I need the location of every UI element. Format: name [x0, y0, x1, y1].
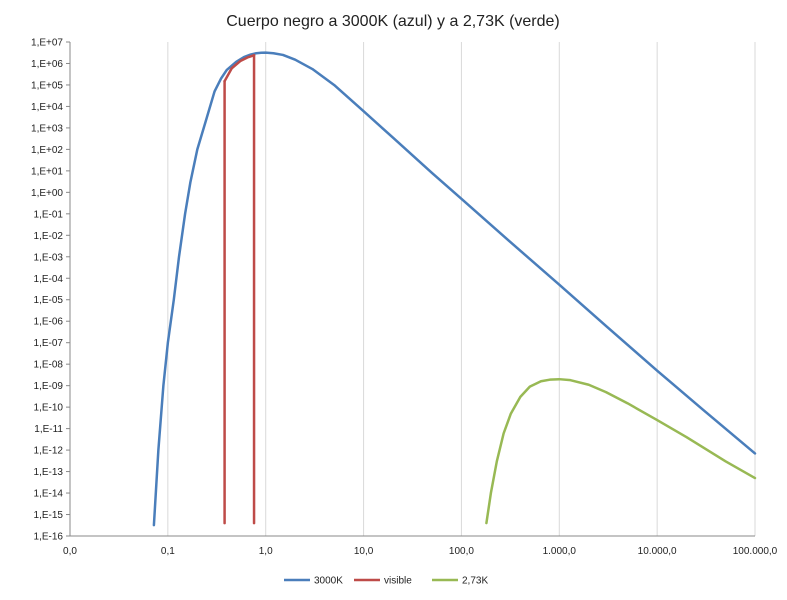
y-tick-label: 1,E+06	[31, 59, 63, 70]
y-tick-label: 1,E-14	[34, 489, 64, 500]
y-tick-label: 1,E+03	[31, 123, 63, 134]
y-tick-label: 1,E-16	[34, 532, 64, 543]
y-tick-label: 1,E+01	[31, 166, 63, 177]
y-tick-label: 1,E+00	[31, 188, 63, 199]
series-line-visible	[223, 54, 256, 83]
x-tick-label: 10.000,0	[638, 546, 677, 557]
y-tick-labels: 1,E+07 1,E+06 1,E+05 1,E+04 1,E+03 1,E+02 1,E+…	[31, 38, 63, 543]
y-tick-label: 1,E+07	[31, 38, 63, 49]
y-tick-label: 1,E-06	[34, 317, 64, 328]
y-tick-label: 1,E+05	[31, 80, 63, 91]
y-tick-label: 1,E-01	[34, 209, 64, 220]
y-tick-label: 1,E+02	[31, 145, 63, 156]
grid-layer	[167, 42, 756, 536]
legend-item: 2,73K	[432, 576, 488, 587]
axis-layer	[66, 41, 755, 537]
legend-item: 3000K	[284, 576, 343, 587]
legend: 3000K visible 2,73K	[284, 576, 488, 587]
series-line-3000k	[152, 51, 757, 527]
y-tick-label: 1,E-07	[34, 338, 64, 349]
y-tick-label: 1,E-03	[34, 252, 64, 263]
x-tick-labels: 0,0 0,1 1,0 10,0 100,0 1.000,0 10.000,0 100.000…	[63, 546, 778, 557]
y-tick-label: 1,E-02	[34, 231, 64, 242]
chart-title: Cuerpo negro a 3000K (azul) y a 2,73K (v…	[226, 13, 560, 30]
legend-label: 2,73K	[462, 576, 488, 587]
y-tick-label: 1,E-04	[34, 274, 64, 285]
y-tick-label: 1,E-10	[34, 403, 64, 414]
y-tick-label: 1,E-11	[34, 424, 63, 435]
series-line-2-73k	[485, 377, 757, 525]
x-tick-label: 10,0	[354, 546, 374, 557]
y-tick-label: 1,E-13	[34, 467, 64, 478]
legend-item: visible	[354, 576, 412, 587]
y-tick-label: 1,E-08	[34, 360, 64, 371]
y-tick-label: 1,E-15	[34, 510, 64, 521]
x-tick-label: 1.000,0	[543, 546, 577, 557]
legend-label: 3000K	[314, 576, 343, 587]
y-tick-label: 1,E-12	[34, 446, 64, 457]
x-tick-label: 100,0	[449, 546, 474, 557]
y-tick-label: 1,E+04	[31, 102, 63, 113]
series-layer	[152, 51, 757, 527]
x-tick-label: 0,0	[63, 546, 77, 557]
y-tick-label: 1,E-09	[34, 381, 64, 392]
legend-label: visible	[384, 576, 412, 587]
x-tick-label: 0,1	[161, 546, 175, 557]
x-tick-label: 100.000,0	[733, 546, 778, 557]
x-tick-label: 1,0	[259, 546, 273, 557]
y-tick-label: 1,E-05	[34, 295, 64, 306]
